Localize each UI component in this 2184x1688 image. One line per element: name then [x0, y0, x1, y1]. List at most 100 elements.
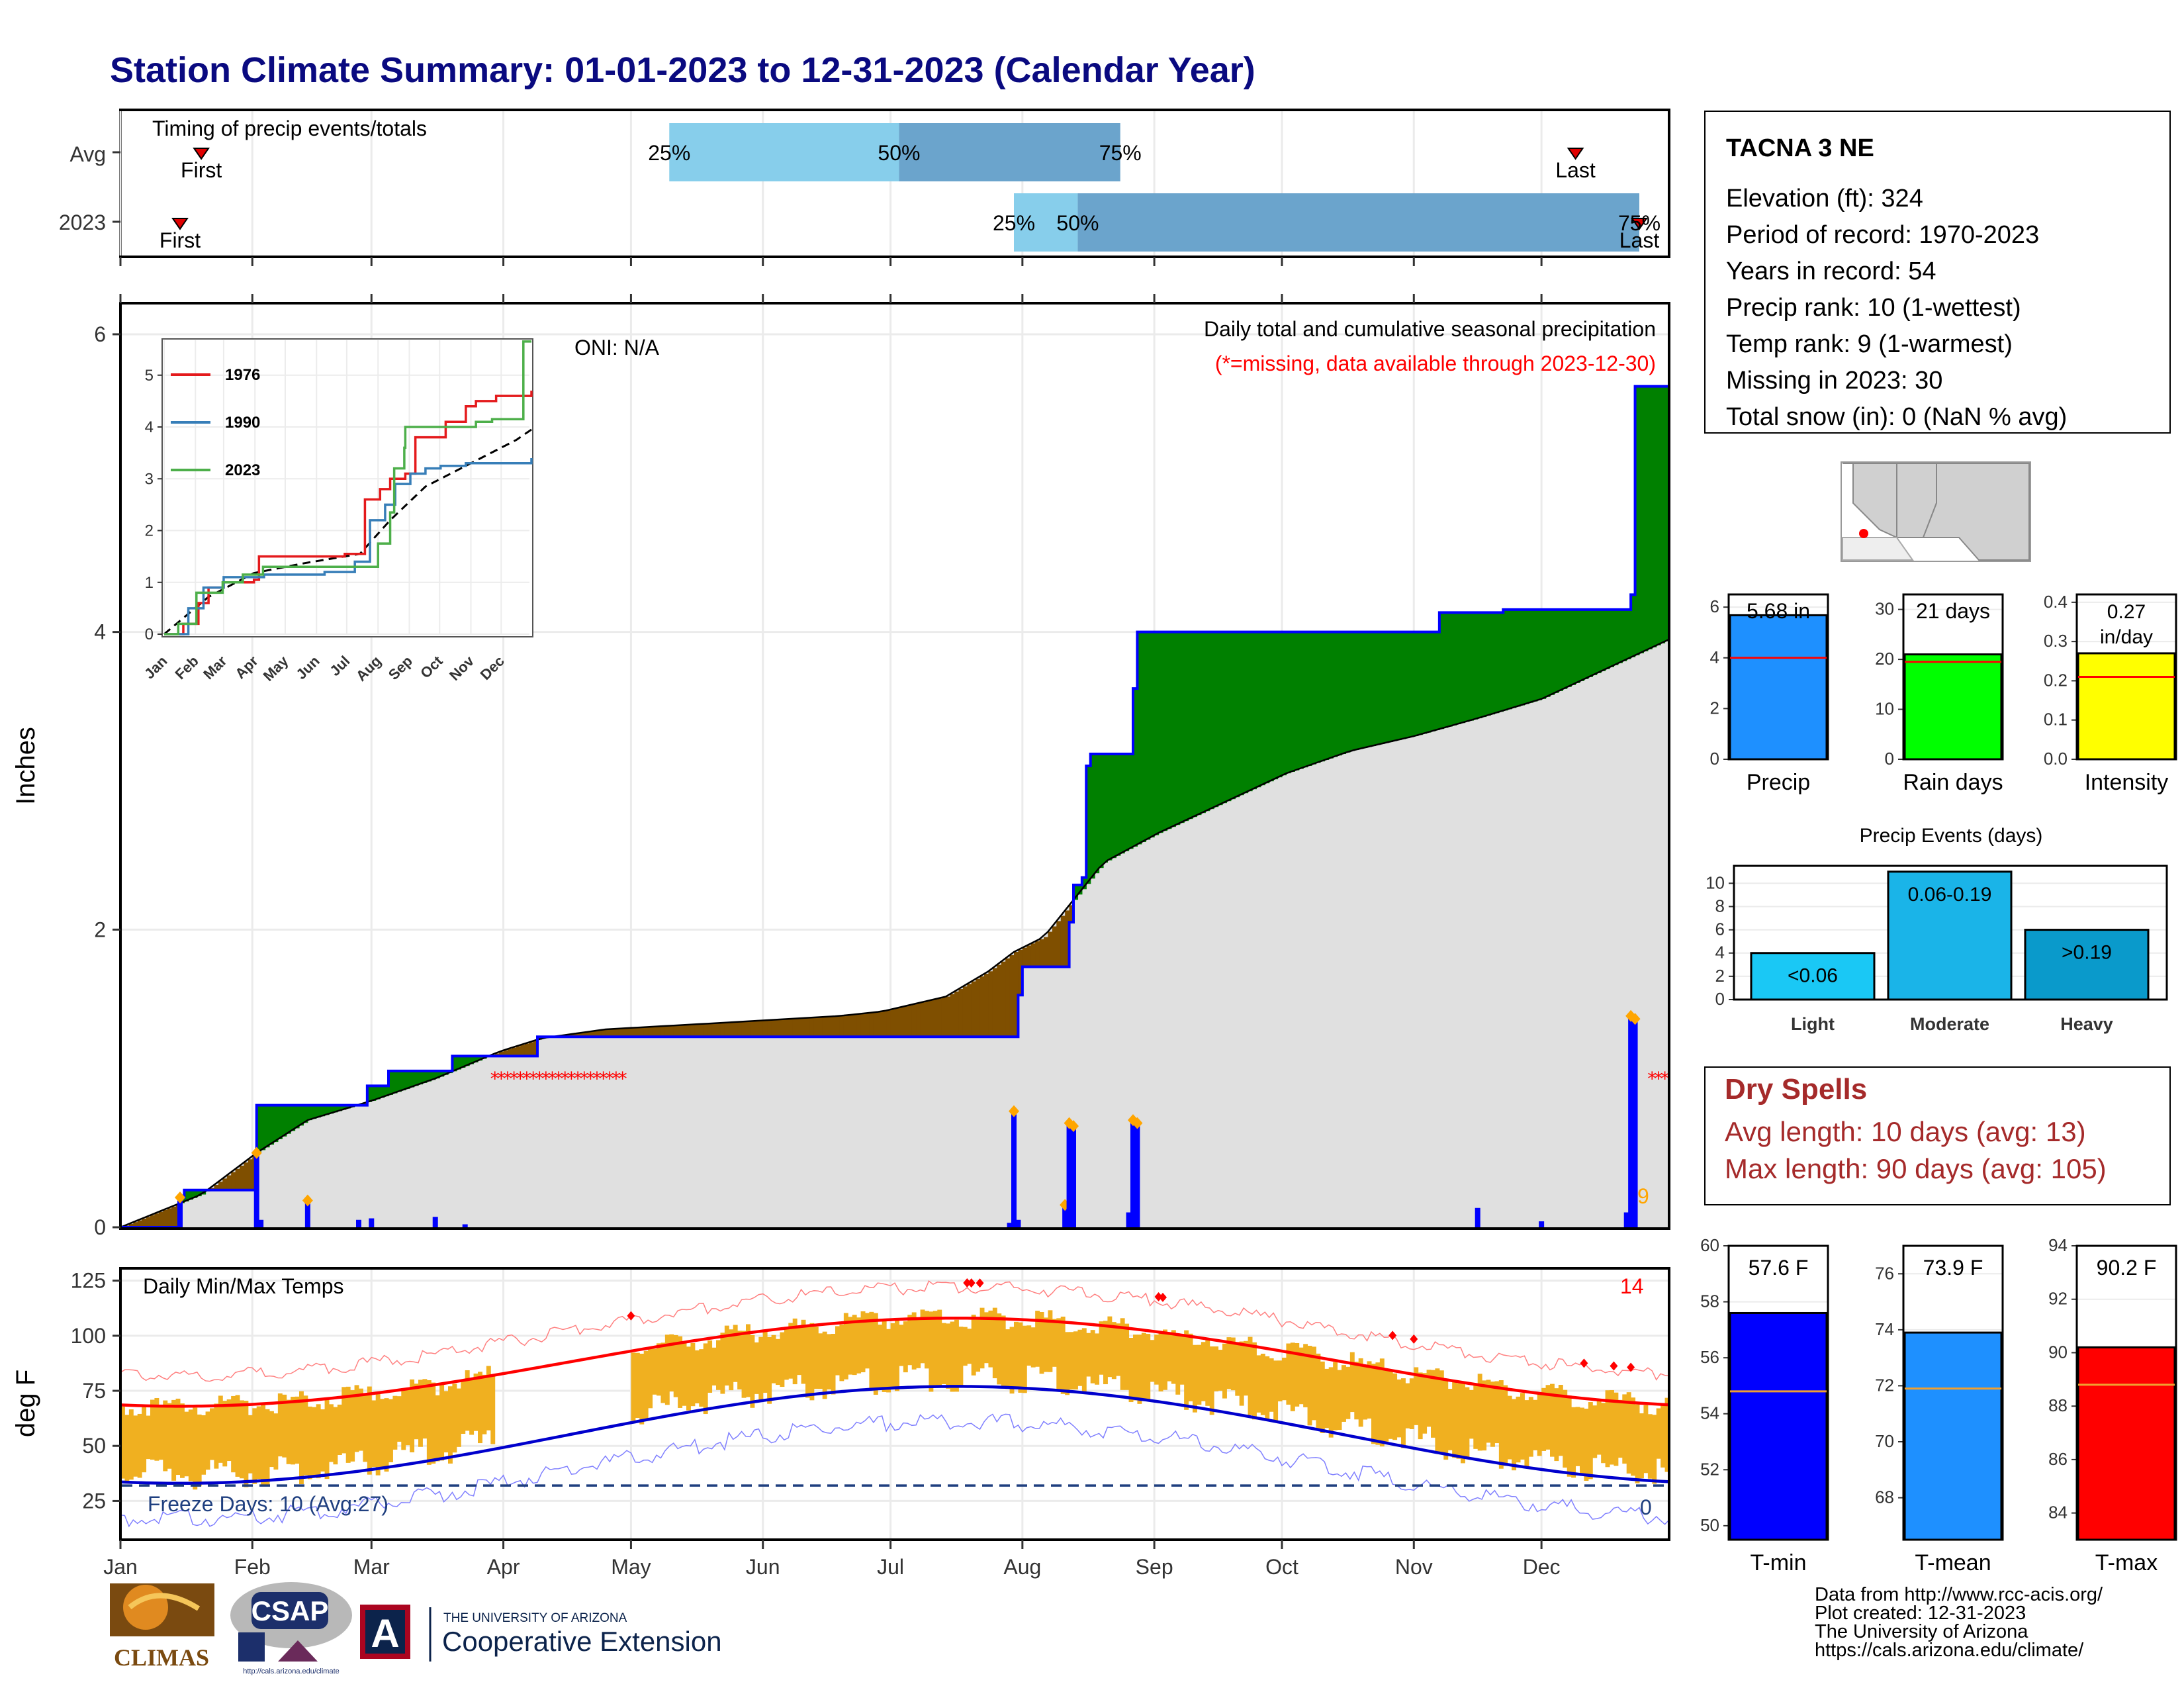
daily-temp-range [214, 1403, 219, 1469]
daily-temp-range [1524, 1400, 1529, 1468]
timing-first-label-avg: First [181, 158, 222, 182]
departure-fill [937, 998, 942, 1037]
temp-panel-label: Daily Min/Max Temps [143, 1274, 343, 1298]
departure-fill [193, 1190, 198, 1198]
daily-temp-range [1345, 1366, 1351, 1419]
daily-temp-range [201, 1415, 206, 1475]
csap-logo[interactable]: CSAP http://cals.arizona.edu/climate [230, 1582, 352, 1675]
departure-fill [1244, 632, 1249, 794]
daily-temp-range [431, 1382, 436, 1464]
ua-logo-top: THE UNIVERSITY OF ARIZONA [443, 1611, 627, 1625]
departure-fill [1103, 754, 1109, 863]
daily-temp-range [660, 1342, 666, 1403]
daily-precip-bar-10 [1015, 1219, 1021, 1227]
month-label-9: Oct [1265, 1555, 1298, 1579]
ua-cooperative-extension-logo[interactable]: A THE UNIVERSITY OF ARIZONA Cooperative … [360, 1605, 722, 1662]
daily-temp-range [401, 1390, 406, 1450]
departure-fill [1052, 926, 1057, 967]
events-tick-label-1: 2 [1715, 966, 1725, 986]
departure-fill [1277, 632, 1283, 778]
daily-temp-range [737, 1331, 743, 1389]
station-info-line-0: Elevation (ft): 324 [1726, 185, 1923, 212]
timing-bar-avg-q25-q50 [669, 123, 899, 181]
temp-summary-tick-label: 52 [1700, 1459, 1719, 1479]
daily-temp-range [1452, 1382, 1457, 1458]
daily-temp-range [350, 1390, 355, 1462]
daily-temp-range [1333, 1362, 1338, 1430]
climas-logo[interactable]: CLIMAS [110, 1583, 214, 1671]
departure-fill [758, 1020, 764, 1037]
temp-summary-frame-0 [1727, 1244, 1829, 1541]
daily-temp-range [813, 1327, 819, 1389]
daily-temp-range [210, 1408, 214, 1460]
departure-fill [1363, 632, 1368, 749]
daily-temp-range [359, 1388, 363, 1451]
departure-fill [1469, 612, 1474, 721]
departure-fill [762, 1020, 768, 1037]
departure-fill [911, 1004, 917, 1037]
temp-summary-bar-T-max [2077, 1346, 2176, 1541]
departure-fill [367, 1086, 372, 1102]
daily-temp-range [890, 1323, 895, 1389]
daily-temp-range [831, 1333, 836, 1395]
departure-fill [809, 1017, 815, 1037]
departure-fill [163, 1209, 168, 1227]
freeze-days-label: Freeze Days: 10 (Avg:27) [148, 1492, 388, 1516]
precip-events-title: Precip Events (days) [1860, 825, 2043, 847]
csap-url: http://cals.arizona.edu/climate [243, 1667, 340, 1675]
daily-temp-range [907, 1315, 913, 1366]
daily-precip-bar-5 [369, 1218, 375, 1227]
temp-summary-tick-label: 94 [2048, 1235, 2068, 1255]
inset-ytick-label-0: 0 [145, 626, 154, 643]
timing-pct-label-y2023-0: 25% [993, 211, 1035, 235]
daily-temp-range [1533, 1399, 1538, 1450]
departure-fill [827, 1016, 832, 1037]
precip-ytick-label-0: 0 [94, 1215, 106, 1239]
daily-temp-range [1244, 1340, 1249, 1396]
departure-fill [316, 1105, 321, 1118]
daily-temp-range [1298, 1347, 1304, 1405]
departure-fill [907, 1005, 913, 1037]
precip-summary-name-Intensity: Intensity [2085, 770, 2169, 795]
daily-temp-range [733, 1325, 738, 1382]
departure-fill [146, 1217, 151, 1227]
precip-summary-name-Precip: Precip [1747, 770, 1810, 795]
daily-temp-range [1073, 1331, 1078, 1389]
daily-temp-range [1026, 1325, 1032, 1366]
daily-temp-range [699, 1349, 704, 1407]
daily-temp-range [1201, 1342, 1206, 1401]
departure-fill [1150, 632, 1155, 838]
locator-map [1841, 461, 2031, 562]
ua-logo-bottom: Cooperative Extension [442, 1626, 722, 1657]
daily-temp-range [958, 1327, 964, 1387]
daily-precip-bar-17 [1475, 1207, 1480, 1227]
daily-temp-range [1256, 1355, 1261, 1413]
daily-temp-range [1647, 1414, 1653, 1479]
daily-precip-marker-9 [1009, 1105, 1019, 1117]
timing-bar-avg-q50-q75 [899, 123, 1120, 181]
precip-summary-tick-label: 10 [1875, 699, 1894, 719]
departure-fill [1388, 632, 1393, 743]
precip-summary-value-Rain days: 21 days [1916, 599, 1990, 623]
daily-temp-range [669, 1334, 674, 1392]
daily-temp-range [1095, 1333, 1100, 1385]
daily-temp-range [482, 1374, 487, 1434]
daily-temp-range [1018, 1322, 1023, 1393]
daily-temp-range [1295, 1343, 1300, 1407]
daily-temp-range [1222, 1343, 1227, 1399]
daily-temp-range [707, 1340, 713, 1393]
daily-precip-marker-13 [1068, 1120, 1079, 1133]
departure-fill [1235, 632, 1240, 798]
daily-temp-range [435, 1395, 440, 1462]
daily-temp-range [286, 1399, 291, 1464]
temp-summary-tick-label: 56 [1700, 1347, 1719, 1367]
precip-summary-frame-0 [1727, 593, 1829, 761]
inset-legend-label-1990: 1990 [225, 414, 260, 432]
departure-fill [588, 1031, 594, 1037]
daily-precip-bar-8 [1007, 1223, 1013, 1227]
departure-fill [1507, 609, 1512, 710]
missing-day-marker: * [592, 1068, 602, 1090]
departure-fill [1307, 632, 1312, 766]
daily-precip-bar-0 [177, 1197, 183, 1227]
